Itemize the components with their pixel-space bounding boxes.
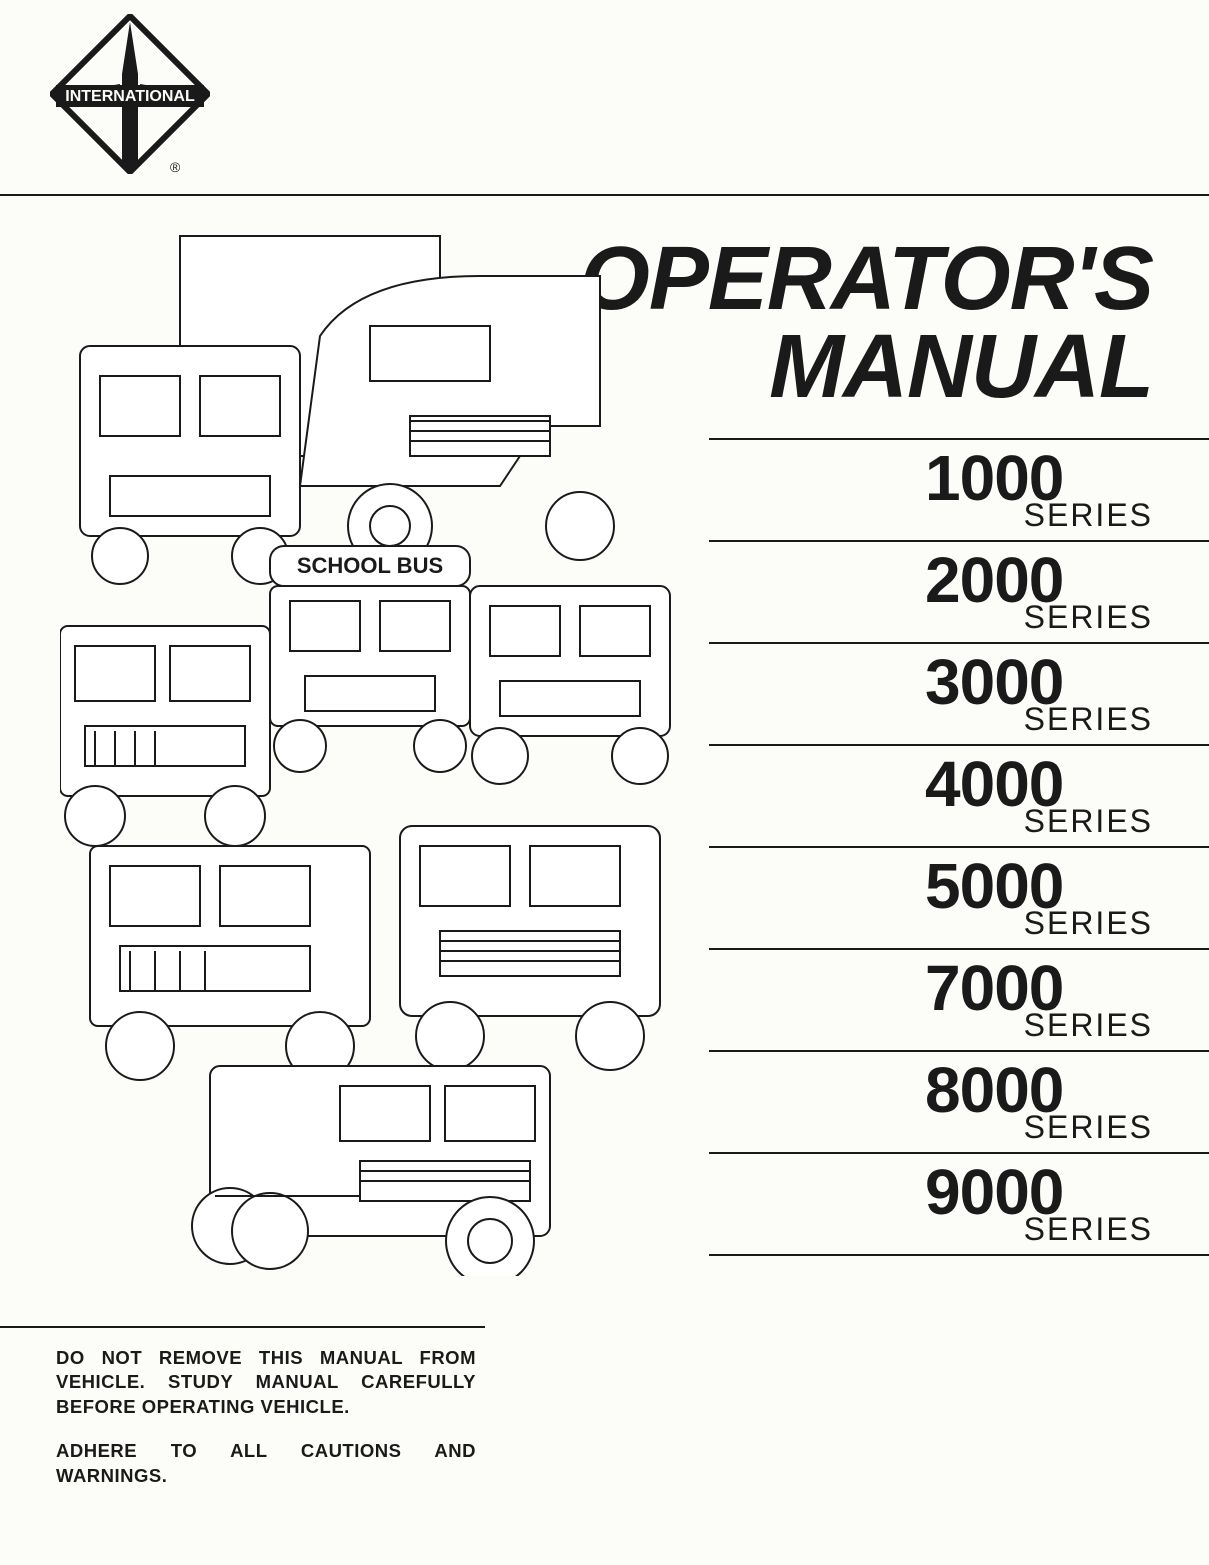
series-label: SERIES — [1024, 701, 1153, 738]
series-label: SERIES — [1024, 1109, 1153, 1146]
series-label: SERIES — [1024, 905, 1153, 942]
series-label: SERIES — [1024, 1007, 1153, 1044]
series-item: 1000 SERIES — [709, 438, 1209, 542]
series-item: 7000 SERIES — [709, 948, 1209, 1052]
series-item: 2000 SERIES — [709, 540, 1209, 644]
truck-collage-illustration: SCHOOL BUS — [60, 226, 680, 1276]
warning-block: DO NOT REMOVE THIS MANUAL FROM VEHICLE. … — [56, 1346, 476, 1508]
international-diamond-icon: INTERNATIONAL ® — [50, 14, 210, 174]
warning-paragraph-2: ADHERE TO ALL CAUTIONS AND WARNINGS. — [56, 1439, 476, 1488]
series-label: SERIES — [1024, 497, 1153, 534]
truck-collage-svg: SCHOOL BUS — [60, 226, 680, 1276]
series-item: 8000 SERIES — [709, 1050, 1209, 1154]
series-label: SERIES — [1024, 803, 1153, 840]
series-item: 5000 SERIES — [709, 846, 1209, 950]
series-item: 3000 SERIES — [709, 642, 1209, 746]
logo-registered-mark: ® — [170, 159, 181, 174]
warning-rule — [0, 1326, 485, 1328]
logo-brand-text: INTERNATIONAL — [65, 88, 195, 105]
series-item: 9000 SERIES — [709, 1152, 1209, 1256]
series-label: SERIES — [1024, 599, 1153, 636]
series-label: SERIES — [1024, 1211, 1153, 1248]
series-list: 1000 SERIES 2000 SERIES 3000 SERIES 4000… — [709, 440, 1209, 1256]
series-item: 4000 SERIES — [709, 744, 1209, 848]
warning-paragraph-1: DO NOT REMOVE THIS MANUAL FROM VEHICLE. … — [56, 1346, 476, 1419]
school-bus-label: SCHOOL BUS — [297, 553, 443, 578]
header-rule — [0, 194, 1209, 196]
title-line-2: MANUAL — [769, 317, 1153, 417]
international-logo: INTERNATIONAL ® — [50, 14, 210, 174]
manual-cover-page: INTERNATIONAL ® OPERATOR'SMANUAL 1000 SE… — [0, 0, 1209, 1565]
